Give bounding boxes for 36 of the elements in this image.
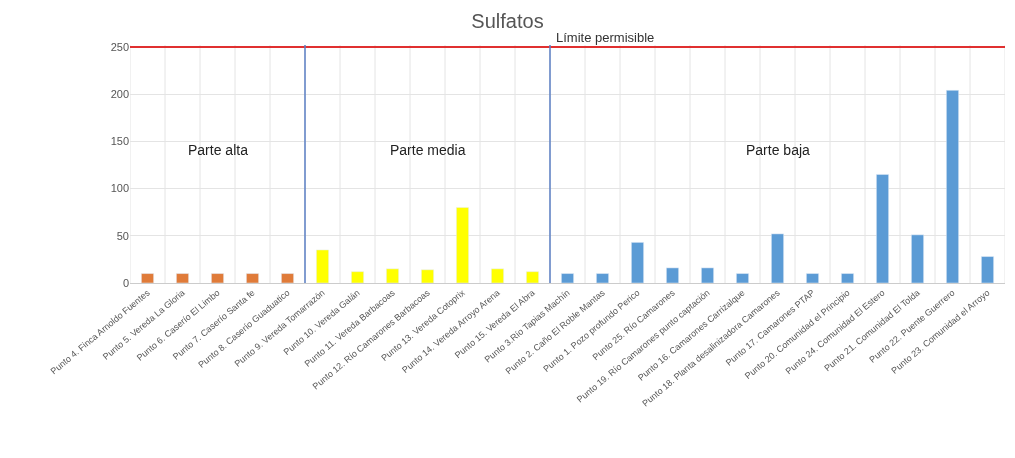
bar [351, 271, 364, 283]
bar [666, 267, 679, 283]
bar [561, 273, 574, 283]
y-tick-label: 50 [116, 229, 129, 242]
bar [911, 234, 924, 283]
bar [491, 268, 504, 283]
bar [806, 273, 819, 283]
bar [421, 269, 434, 283]
bar [246, 273, 259, 283]
bar [526, 271, 539, 283]
annotation: Parte media [390, 142, 466, 158]
bar [456, 207, 469, 283]
bar [316, 249, 329, 283]
bar [771, 233, 784, 283]
y-tick-label: 150 [110, 135, 129, 148]
bar [736, 273, 749, 283]
bar [141, 273, 154, 283]
bar [631, 242, 644, 283]
y-tick-label: 200 [110, 87, 129, 100]
bar [596, 273, 609, 283]
chart-title: Sulfatos [471, 9, 544, 32]
y-tick-label: 100 [110, 182, 129, 195]
bar [981, 256, 994, 283]
y-tick-label: 0 [122, 276, 129, 289]
ref-line-label: Límite permisible [556, 30, 655, 45]
bar [946, 90, 959, 283]
bar [876, 174, 889, 283]
bar [281, 273, 294, 283]
bar [701, 267, 714, 283]
annotation: Parte baja [746, 142, 811, 158]
annotation: Parte alta [188, 142, 249, 158]
y-tick-label: 250 [110, 40, 129, 53]
bar [211, 273, 224, 283]
bar [841, 273, 854, 283]
bar [386, 268, 399, 283]
bar [176, 273, 189, 283]
